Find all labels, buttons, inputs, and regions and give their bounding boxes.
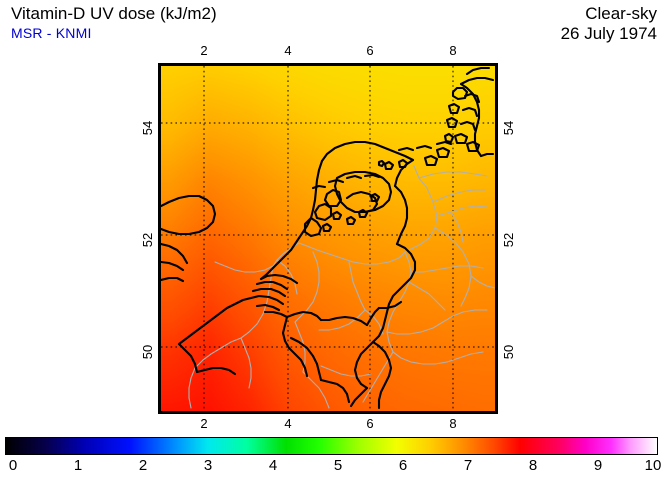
axis-tick-left-0: 54 (140, 120, 155, 136)
colorbar-gradient (5, 437, 658, 455)
map-frame (158, 63, 498, 414)
axis-tick-top-2: 6 (366, 43, 374, 58)
axis-tick-right-2: 50 (501, 344, 516, 360)
colorbar-tick-2: 2 (138, 457, 148, 474)
map-block: 2 4 6 8 2 4 6 8 54 52 50 54 52 50 (140, 43, 516, 431)
axis-tick-right-1: 52 (501, 232, 516, 248)
colorbar-tick-8: 8 (528, 457, 538, 474)
graticule-gridlines (161, 66, 495, 411)
axis-tick-bottom-0: 2 (200, 416, 208, 431)
colorbar-tick-9: 9 (593, 457, 603, 474)
borders-rivers-layer (188, 165, 495, 409)
map-overlay (161, 66, 495, 411)
colorbar-tick-5: 5 (333, 457, 343, 474)
colorbar-tick-10: 10 (644, 457, 662, 474)
colorbar-tick-3: 3 (203, 457, 213, 474)
header-right: Clear-sky 26 July 1974 (357, 4, 657, 44)
colorbar-block: 0 1 2 3 4 5 6 7 8 9 10 (5, 437, 661, 477)
colorbar-tick-7: 7 (463, 457, 473, 474)
date-label: 26 July 1974 (560, 24, 657, 43)
coastline-layer (161, 66, 495, 410)
axis-tick-left-1: 52 (140, 232, 155, 248)
axis-tick-bottom-1: 4 (284, 416, 292, 431)
colorbar-tick-6: 6 (398, 457, 408, 474)
colorbar-tick-0: 0 (8, 457, 18, 474)
axis-tick-top-3: 8 (449, 43, 457, 58)
axis-tick-bottom-3: 8 (449, 416, 457, 431)
condition-label: Clear-sky (585, 4, 657, 23)
source-label: MSR - KNMI (11, 25, 92, 41)
axis-tick-top-1: 4 (284, 43, 292, 58)
uv-dose-heatmap-field (161, 66, 495, 411)
page-title: Vitamin-D UV dose (kJ/m2) (11, 4, 217, 23)
axis-tick-right-0: 54 (501, 120, 516, 136)
axis-tick-bottom-2: 6 (366, 416, 374, 431)
colorbar-tick-4: 4 (268, 457, 278, 474)
header-left: Vitamin-D UV dose (kJ/m2) MSR - KNMI (11, 4, 411, 42)
axis-tick-left-2: 50 (140, 344, 155, 360)
colorbar-tick-1: 1 (73, 457, 83, 474)
axis-tick-top-0: 2 (200, 43, 208, 58)
